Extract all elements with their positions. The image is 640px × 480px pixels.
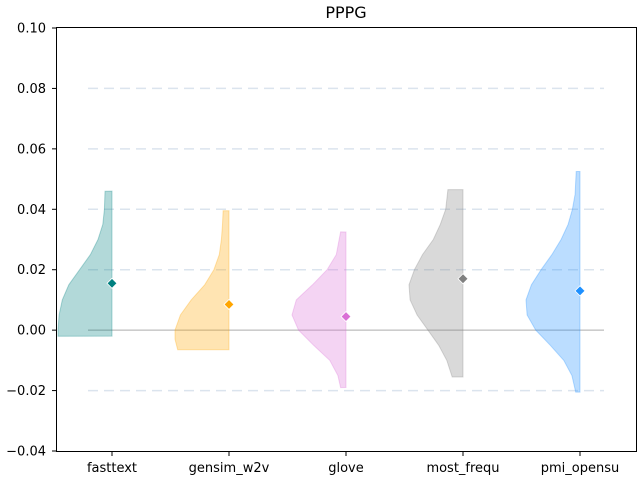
y-tick-label: 0.00 (17, 324, 46, 339)
x-tick-label: fasttext (87, 461, 137, 476)
mean-marker-glove (340, 310, 352, 323)
mean-marker-most_frequ (457, 273, 469, 285)
y-tick-label: 0.10 (17, 22, 46, 37)
mean-markers (106, 273, 586, 323)
y-tick-label: 0.06 (17, 142, 46, 157)
chart-title: PPPG (325, 3, 366, 22)
y-tick-label: 0.02 (17, 263, 46, 278)
x-axis: fasttext gensim_w2v glove most_frequ pmi_ope… (87, 451, 619, 476)
x-tick-label: most_frequ (426, 461, 499, 476)
y-tick-label: −0.02 (6, 384, 46, 399)
y-axis: −0.04 −0.02 0.00 0.02 0.04 0.06 0.08 0.10 (6, 22, 57, 460)
violins (57, 170, 581, 393)
x-tick-label: glove (328, 461, 364, 476)
grid-lines (88, 87, 604, 392)
violin-most_frequ (408, 189, 464, 378)
violin-glove (291, 231, 347, 389)
violin-gensim_w2v (174, 210, 230, 351)
y-tick-label: 0.04 (17, 203, 46, 218)
mean-marker-gensim_w2v (223, 298, 235, 311)
y-tick-label: −0.04 (6, 445, 46, 460)
mean-marker-pmi_opensu (574, 285, 586, 297)
x-tick-label: gensim_w2v (189, 461, 270, 476)
mean-marker-fasttext (106, 277, 118, 289)
x-tick-label: pmi_opensu (541, 461, 619, 476)
y-tick-label: 0.08 (17, 82, 46, 97)
violin-pmi_opensu (525, 170, 581, 393)
violin-fasttext (57, 190, 113, 337)
